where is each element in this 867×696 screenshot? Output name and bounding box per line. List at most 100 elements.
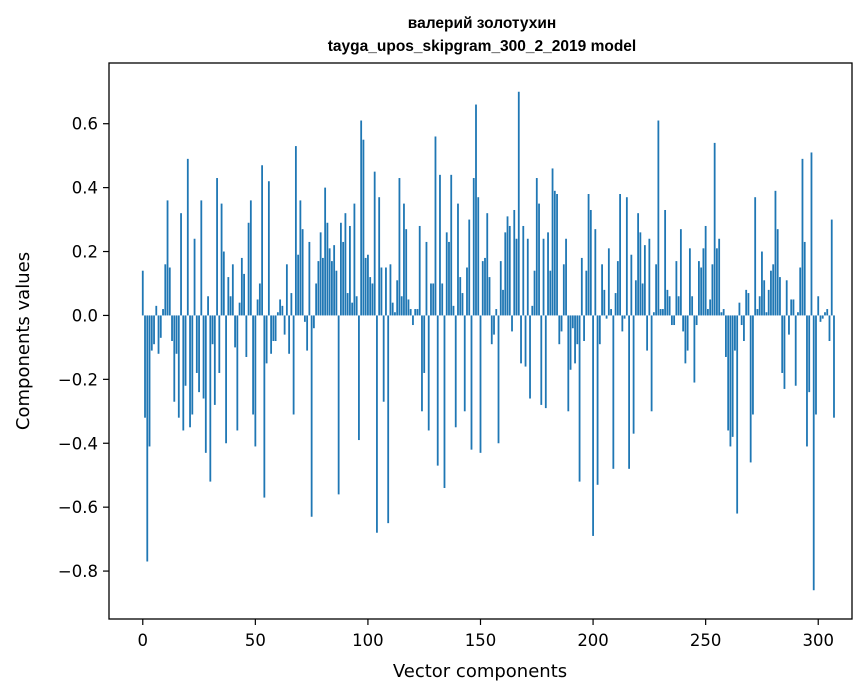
bar-component-249 [702, 248, 705, 316]
bar-component-215 [625, 197, 628, 316]
bar-component-157 [495, 309, 498, 316]
bar-component-109 [387, 315, 390, 524]
bar-component-97 [360, 120, 363, 316]
x-tick-label: 100 [352, 631, 384, 650]
y-tick-label: 0.6 [72, 115, 98, 134]
bar-component-115 [400, 296, 403, 316]
bar-component-263 [734, 315, 736, 351]
bar-component-126 [425, 241, 428, 316]
bar-component-253 [711, 264, 714, 316]
bar-component-93 [351, 302, 354, 316]
bar-component-23 [193, 238, 196, 316]
x-tick-label: 300 [802, 631, 834, 650]
bar-component-130 [434, 136, 437, 316]
bar-component-287 [788, 315, 790, 335]
bar-component-235 [670, 315, 673, 326]
bar-component-80 [321, 257, 324, 316]
bar-component-26 [200, 200, 203, 316]
bar-component-113 [396, 280, 399, 316]
bar-component-110 [389, 264, 392, 316]
bar-component-272 [754, 197, 757, 316]
bar-component-75 [310, 315, 313, 517]
bar-component-129 [432, 283, 435, 316]
bar-component-162 [506, 216, 509, 316]
bar-component-218 [632, 315, 635, 434]
bar-component-252 [709, 299, 712, 316]
bar-component-0 [141, 270, 144, 316]
bar-component-191 [571, 315, 574, 329]
bar-component-251 [707, 309, 709, 316]
bar-component-28 [204, 315, 207, 453]
bar-component-101 [369, 277, 372, 316]
bar-component-139 [454, 315, 457, 428]
bar-component-43 [238, 302, 241, 316]
bar-component-95 [355, 296, 358, 316]
bar-component-306 [830, 219, 833, 316]
bar-component-236 [673, 315, 676, 326]
bar-component-187 [562, 264, 565, 316]
bar-component-226 [650, 315, 653, 412]
bar-component-51 [256, 299, 259, 316]
bar-component-158 [497, 315, 500, 444]
bar-component-64 [285, 264, 288, 316]
bar-component-66 [290, 293, 293, 316]
bar-component-135 [445, 232, 448, 316]
bar-component-27 [202, 315, 205, 399]
bar-component-260 [727, 315, 730, 431]
bar-component-232 [664, 209, 667, 316]
bar-component-155 [490, 315, 493, 345]
y-axis-label: Components values [13, 252, 34, 430]
bar-component-224 [646, 315, 649, 351]
bar-component-84 [331, 261, 333, 316]
bar-component-13 [171, 315, 173, 341]
bar-component-36 [222, 251, 225, 316]
bar-component-60 [276, 312, 279, 316]
bar-component-151 [481, 261, 484, 316]
bar-component-2 [146, 315, 149, 562]
bar-component-122 [416, 309, 419, 316]
bar-component-21 [189, 315, 191, 428]
bar-component-98 [362, 139, 365, 316]
bar-component-40 [231, 264, 234, 316]
bar-component-304 [826, 309, 829, 316]
bar-component-170 [524, 315, 527, 367]
bar-component-81 [324, 187, 327, 316]
x-tick-label: 0 [138, 631, 149, 650]
bar-component-193 [576, 315, 579, 345]
bar-component-128 [430, 283, 432, 316]
bar-component-237 [675, 261, 678, 316]
bar-component-124 [421, 315, 423, 412]
bar-component-169 [522, 225, 525, 316]
bar-component-78 [317, 261, 320, 316]
bar-component-120 [412, 315, 414, 326]
bar-component-212 [619, 194, 621, 316]
bar-component-6 [155, 305, 158, 316]
bar-component-149 [477, 197, 480, 316]
bar-component-206 [605, 315, 608, 319]
bar-component-285 [783, 315, 786, 389]
bar-component-166 [515, 238, 518, 316]
x-tick-label: 150 [465, 631, 497, 650]
bar-component-7 [157, 315, 160, 354]
bar-component-100 [367, 254, 369, 316]
bar-component-175 [535, 178, 538, 316]
bar-component-245 [693, 315, 696, 383]
bar-component-257 [720, 312, 723, 316]
bar-component-204 [601, 264, 603, 316]
bar-component-8 [159, 315, 162, 338]
bar-component-228 [655, 264, 658, 316]
bar-component-57 [270, 315, 273, 354]
bar-component-39 [229, 296, 232, 316]
bar-component-163 [508, 225, 511, 316]
bar-component-46 [245, 315, 248, 357]
bar-component-205 [603, 289, 606, 316]
bar-component-303 [824, 312, 826, 316]
bar-component-194 [578, 315, 581, 482]
bar-component-116 [403, 203, 405, 316]
bar-component-259 [725, 315, 727, 357]
bar-component-246 [695, 315, 698, 326]
bar-component-274 [758, 296, 761, 316]
bar-component-131 [436, 315, 439, 466]
bar-component-238 [677, 296, 680, 316]
